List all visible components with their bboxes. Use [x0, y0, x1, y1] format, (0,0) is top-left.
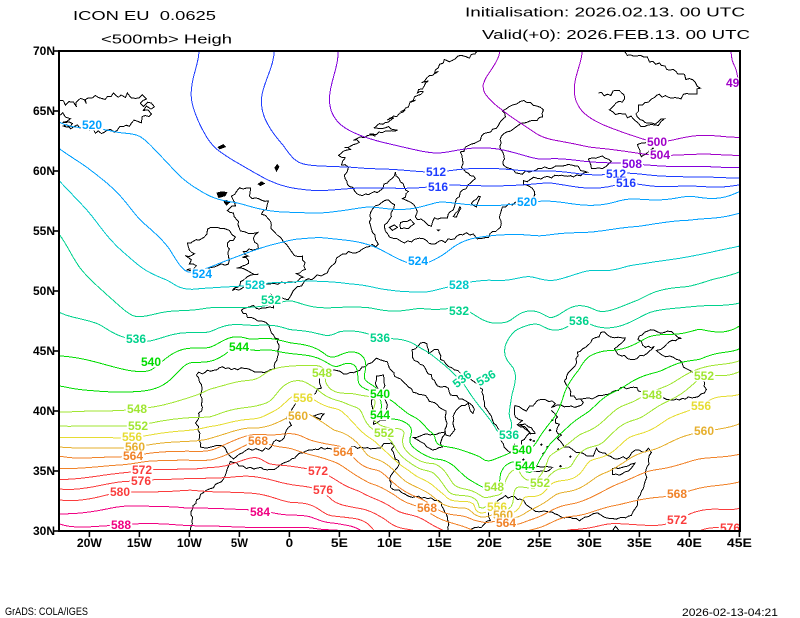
svg-text:5E: 5E [331, 536, 348, 550]
svg-text:548: 548 [312, 366, 332, 380]
svg-text:532: 532 [261, 293, 281, 307]
svg-text:564: 564 [123, 449, 143, 463]
svg-text:20W: 20W [77, 536, 103, 550]
svg-text:0: 0 [286, 536, 294, 550]
svg-text:568: 568 [417, 501, 437, 515]
svg-text:568: 568 [667, 487, 687, 501]
svg-text:508: 508 [622, 157, 642, 171]
svg-text:532: 532 [449, 304, 469, 318]
svg-text:520: 520 [82, 118, 102, 132]
svg-text:560: 560 [288, 409, 308, 423]
svg-text:GrADS: COLA/IGES: GrADS: COLA/IGES [5, 606, 88, 618]
svg-text:45N: 45N [33, 344, 55, 358]
svg-text:552: 552 [694, 369, 714, 383]
svg-text:584: 584 [250, 505, 270, 519]
svg-text:2026-02-13-04:21: 2026-02-13-04:21 [682, 607, 778, 618]
svg-text:524: 524 [192, 267, 212, 281]
svg-text:536: 536 [126, 332, 146, 346]
svg-text:576: 576 [131, 474, 151, 488]
svg-text:50N: 50N [33, 284, 55, 298]
svg-text:548: 548 [484, 480, 504, 494]
svg-text:536: 536 [499, 428, 519, 442]
svg-text:552: 552 [530, 476, 550, 490]
svg-text:548: 548 [642, 388, 662, 402]
svg-text:540: 540 [141, 355, 161, 369]
svg-text:15W: 15W [127, 536, 153, 550]
svg-text:504: 504 [650, 148, 670, 162]
svg-text:524: 524 [408, 254, 428, 268]
svg-text:<500mb> Heigh: <500mb> Heigh [101, 32, 232, 47]
svg-text:512: 512 [426, 165, 446, 179]
svg-text:536: 536 [370, 331, 390, 345]
svg-text:528: 528 [245, 278, 265, 292]
svg-text:45E: 45E [727, 536, 752, 550]
svg-text:15E: 15E [427, 536, 452, 550]
svg-text:516: 516 [616, 176, 636, 190]
svg-text:30N: 30N [33, 524, 55, 538]
svg-text:568: 568 [248, 434, 268, 448]
svg-text:536: 536 [569, 314, 589, 328]
svg-text:35N: 35N [33, 464, 55, 478]
svg-text:556: 556 [691, 399, 711, 413]
svg-text:40E: 40E [677, 536, 702, 550]
svg-text:5W: 5W [231, 536, 249, 550]
svg-text:Valid(+0): 2026.FEB.13. 00 UTC: Valid(+0): 2026.FEB.13. 00 UTC [482, 27, 750, 42]
svg-text:556: 556 [293, 391, 313, 405]
svg-text:572: 572 [308, 464, 328, 478]
svg-text:588: 588 [111, 518, 131, 532]
svg-text:556: 556 [122, 430, 142, 444]
svg-text:60N: 60N [33, 164, 55, 178]
svg-text:540: 540 [370, 387, 390, 401]
svg-text:552: 552 [128, 419, 148, 433]
svg-text:500: 500 [647, 135, 667, 149]
svg-text:520: 520 [517, 195, 537, 209]
svg-text:Initialisation: 2026.02.13. 00: Initialisation: 2026.02.13. 00 UTC [465, 5, 745, 20]
svg-text:564: 564 [333, 445, 353, 459]
svg-text:544: 544 [229, 340, 249, 354]
svg-text:70N: 70N [33, 44, 55, 58]
svg-text:580: 580 [110, 485, 130, 499]
svg-text:564: 564 [496, 516, 516, 530]
svg-text:516: 516 [428, 180, 448, 194]
svg-text:544: 544 [370, 408, 390, 422]
svg-text:576: 576 [313, 483, 333, 497]
svg-text:25E: 25E [527, 536, 552, 550]
svg-text:35E: 35E [627, 536, 652, 550]
svg-text:576: 576 [720, 521, 740, 535]
svg-text:496: 496 [726, 76, 746, 90]
svg-text:55N: 55N [33, 224, 55, 238]
svg-text:552: 552 [374, 426, 394, 440]
svg-text:560: 560 [694, 424, 714, 438]
svg-text:30E: 30E [577, 536, 602, 550]
svg-text:65N: 65N [33, 104, 55, 118]
svg-text:572: 572 [132, 463, 152, 477]
svg-text:ICON EU 0.0625: ICON EU 0.0625 [73, 8, 216, 23]
svg-text:572: 572 [667, 513, 687, 527]
svg-text:540: 540 [512, 443, 532, 457]
svg-text:40N: 40N [33, 404, 55, 418]
svg-text:528: 528 [449, 278, 469, 292]
svg-text:20E: 20E [477, 536, 502, 550]
svg-text:544: 544 [515, 459, 535, 473]
svg-text:10W: 10W [177, 536, 203, 550]
svg-text:548: 548 [127, 402, 147, 416]
svg-text:10E: 10E [377, 536, 402, 550]
